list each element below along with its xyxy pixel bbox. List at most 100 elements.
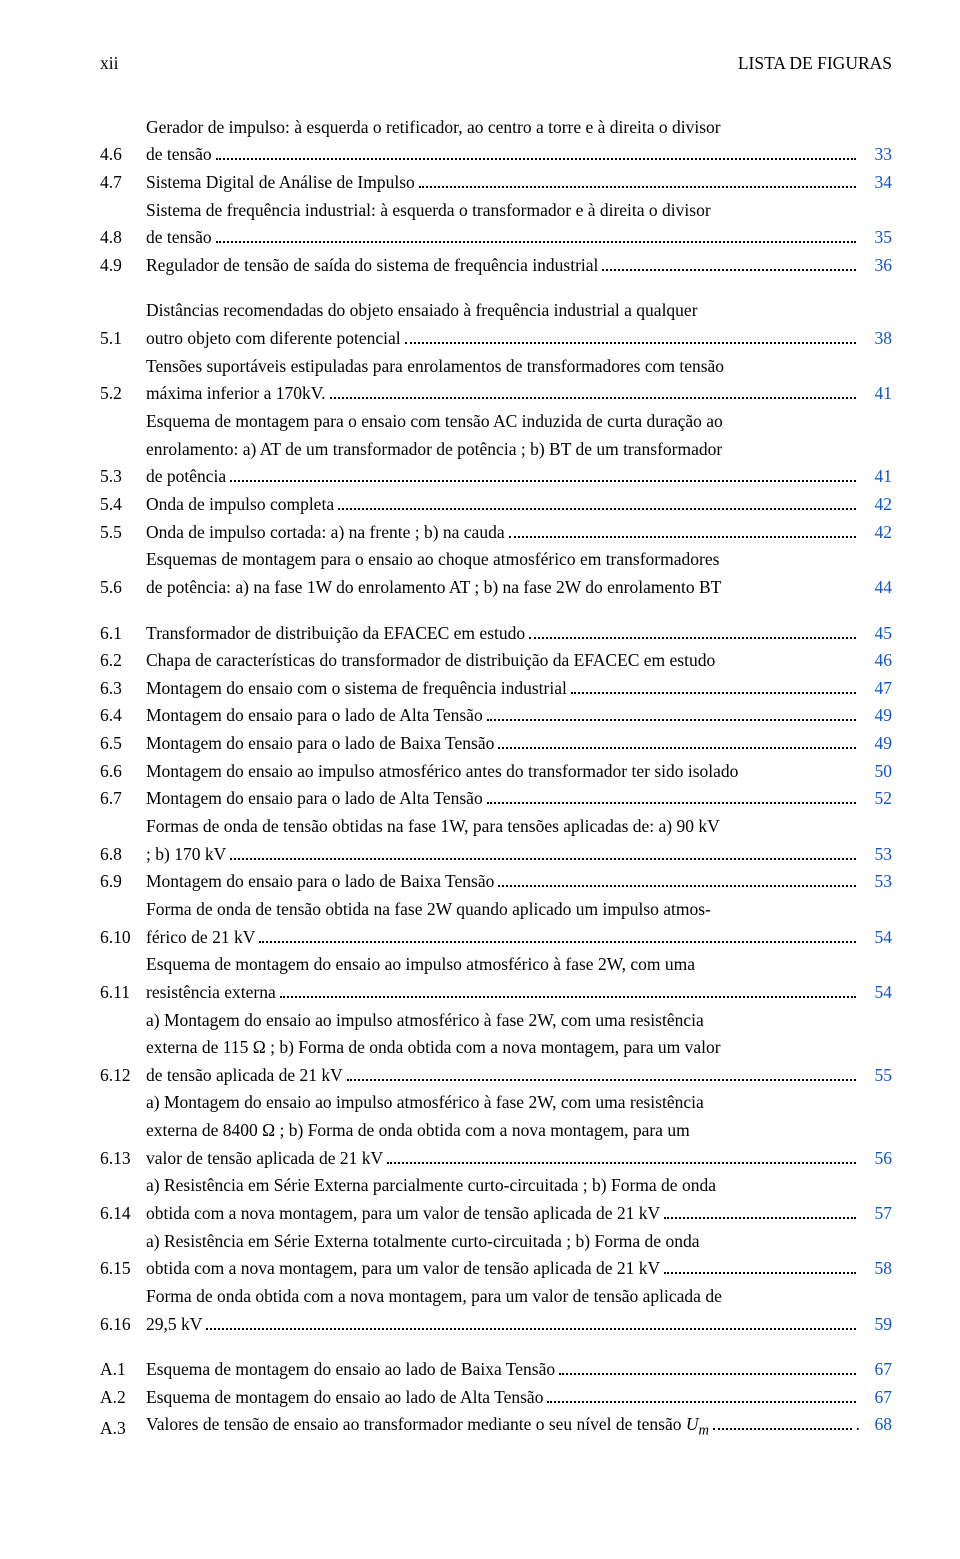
entry-page[interactable]: 68 — [860, 1411, 892, 1439]
lof-entry: 6.10Forma de onda de tensão obtida na fa… — [100, 896, 892, 951]
leader-dots — [602, 269, 856, 271]
entry-number: 4.6 — [100, 141, 146, 169]
entry-text: Esquema de montagem para o ensaio com te… — [146, 408, 892, 491]
lof-entry: 5.4Onda de impulso completa42 — [100, 491, 892, 519]
entry-page[interactable]: 57 — [860, 1200, 892, 1228]
entry-page[interactable]: 59 — [860, 1311, 892, 1339]
lof-entry: 6.13a) Montagem do ensaio ao impulso atm… — [100, 1089, 892, 1172]
entry-text: Montagem do ensaio para o lado de Alta T… — [146, 702, 892, 730]
entry-page[interactable]: 42 — [860, 519, 892, 547]
lof-entry: 4.8Sistema de frequência industrial: à e… — [100, 197, 892, 252]
leader-dots — [419, 186, 856, 188]
lof-entry: A.3Valores de tensão de ensaio ao transf… — [100, 1411, 892, 1443]
entry-page[interactable]: 58 — [860, 1255, 892, 1283]
entry-text: a) Resistência em Série Externa totalmen… — [146, 1228, 892, 1283]
entry-page[interactable]: 42 — [860, 491, 892, 519]
entry-page[interactable]: 52 — [860, 785, 892, 813]
entry-page[interactable]: 53 — [860, 841, 892, 869]
lof-entry: 4.7Sistema Digital de Análise de Impulso… — [100, 169, 892, 197]
leader-dots — [664, 1272, 856, 1274]
lof-entry: 6.12a) Montagem do ensaio ao impulso atm… — [100, 1007, 892, 1090]
entry-page[interactable]: 36 — [860, 252, 892, 280]
lof-entry: 6.14a) Resistência em Série Externa parc… — [100, 1172, 892, 1227]
leader-dots — [330, 397, 857, 399]
leader-dots — [216, 158, 856, 160]
leader-dots — [713, 1428, 852, 1430]
entry-page[interactable]: 46 — [860, 647, 892, 675]
entry-number: A.2 — [100, 1384, 146, 1412]
entry-page[interactable]: 54 — [860, 924, 892, 952]
entry-number: 6.10 — [100, 924, 146, 952]
leader-dots — [387, 1162, 856, 1164]
entry-page[interactable]: 50 — [860, 758, 892, 786]
lof-entry: 6.5Montagem do ensaio para o lado de Bai… — [100, 730, 892, 758]
leader-dots — [230, 858, 856, 860]
entry-text: Sistema Digital de Análise de Impulso34 — [146, 169, 892, 197]
entry-number: 6.12 — [100, 1062, 146, 1090]
leader-dots — [664, 1217, 856, 1219]
entry-text: Onda de impulso completa42 — [146, 491, 892, 519]
entry-page[interactable]: 41 — [860, 463, 892, 491]
entry-number: 5.5 — [100, 519, 146, 547]
lof-entry: 5.6Esquemas de montagem para o ensaio ao… — [100, 546, 892, 601]
leader-dots — [230, 480, 856, 482]
leader-dots — [529, 637, 856, 639]
page-section-title: LISTA DE FIGURAS — [738, 50, 892, 78]
lof-entry: 6.3Montagem do ensaio com o sistema de f… — [100, 675, 892, 703]
leader-dots — [487, 719, 856, 721]
entry-page[interactable]: 67 — [860, 1384, 892, 1412]
entry-text: Transformador de distribuição da EFACEC … — [146, 620, 892, 648]
entry-page[interactable]: 67 — [860, 1356, 892, 1384]
lof-entry: 5.2Tensões suportáveis estipuladas para … — [100, 353, 892, 408]
entry-page[interactable]: 44 — [860, 574, 892, 602]
list-of-figures: 4.6Gerador de impulso: à esquerda o reti… — [100, 114, 892, 1443]
lof-entry: 6.1Transformador de distribuição da EFAC… — [100, 620, 892, 648]
entry-number: 4.9 — [100, 252, 146, 280]
entry-text: Distâncias recomendadas do objeto ensaia… — [146, 297, 892, 352]
leader-dots — [559, 1373, 856, 1375]
leader-dots — [498, 885, 856, 887]
entry-text: Montagem do ensaio ao impulso atmosféric… — [146, 758, 892, 786]
entry-page[interactable]: 49 — [860, 730, 892, 758]
entry-text: Montagem do ensaio para o lado de Alta T… — [146, 785, 892, 813]
entry-text: Montagem do ensaio para o lado de Baixa … — [146, 868, 892, 896]
entry-number: 6.16 — [100, 1311, 146, 1339]
lof-entry: 6.4Montagem do ensaio para o lado de Alt… — [100, 702, 892, 730]
entry-number: 6.7 — [100, 785, 146, 813]
entry-page[interactable]: 47 — [860, 675, 892, 703]
entry-text: a) Montagem do ensaio ao impulso atmosfé… — [146, 1007, 892, 1090]
entry-number: 6.6 — [100, 758, 146, 786]
entry-page[interactable]: 45 — [860, 620, 892, 648]
entry-page[interactable]: 34 — [860, 169, 892, 197]
entry-number: A.3 — [100, 1415, 146, 1443]
entry-number: 6.3 — [100, 675, 146, 703]
leader-dots — [487, 802, 856, 804]
lof-entry: 6.2Chapa de características do transform… — [100, 647, 892, 675]
entry-page[interactable]: 54 — [860, 979, 892, 1007]
entry-page[interactable]: 56 — [860, 1145, 892, 1173]
leader-dots — [338, 508, 856, 510]
entry-page[interactable]: 53 — [860, 868, 892, 896]
leader-dots — [405, 342, 856, 344]
entry-page[interactable]: 35 — [860, 224, 892, 252]
entry-page[interactable]: 55 — [860, 1062, 892, 1090]
entry-number: 6.4 — [100, 702, 146, 730]
entry-text: a) Montagem do ensaio ao impulso atmosfé… — [146, 1089, 892, 1172]
lof-entry: 6.9Montagem do ensaio para o lado de Bai… — [100, 868, 892, 896]
leader-dots — [206, 1328, 856, 1330]
entry-text: a) Resistência em Série Externa parcialm… — [146, 1172, 892, 1227]
leader-dots — [280, 996, 856, 998]
entry-text: Sistema de frequência industrial: à esqu… — [146, 197, 892, 252]
entry-number: 5.2 — [100, 380, 146, 408]
entry-number: A.1 — [100, 1356, 146, 1384]
entry-page[interactable]: 33 — [860, 141, 892, 169]
lof-entry: 6.16Forma de onda obtida com a nova mont… — [100, 1283, 892, 1338]
entry-text: Esquema de montagem do ensaio ao lado de… — [146, 1356, 892, 1384]
entry-page[interactable]: 41 — [860, 380, 892, 408]
leader-dots — [509, 536, 856, 538]
lof-entry: 6.11Esquema de montagem do ensaio ao imp… — [100, 951, 892, 1006]
entry-text: Regulador de tensão de saída do sistema … — [146, 252, 892, 280]
entry-number: 6.11 — [100, 979, 146, 1007]
entry-page[interactable]: 49 — [860, 702, 892, 730]
entry-page[interactable]: 38 — [860, 325, 892, 353]
